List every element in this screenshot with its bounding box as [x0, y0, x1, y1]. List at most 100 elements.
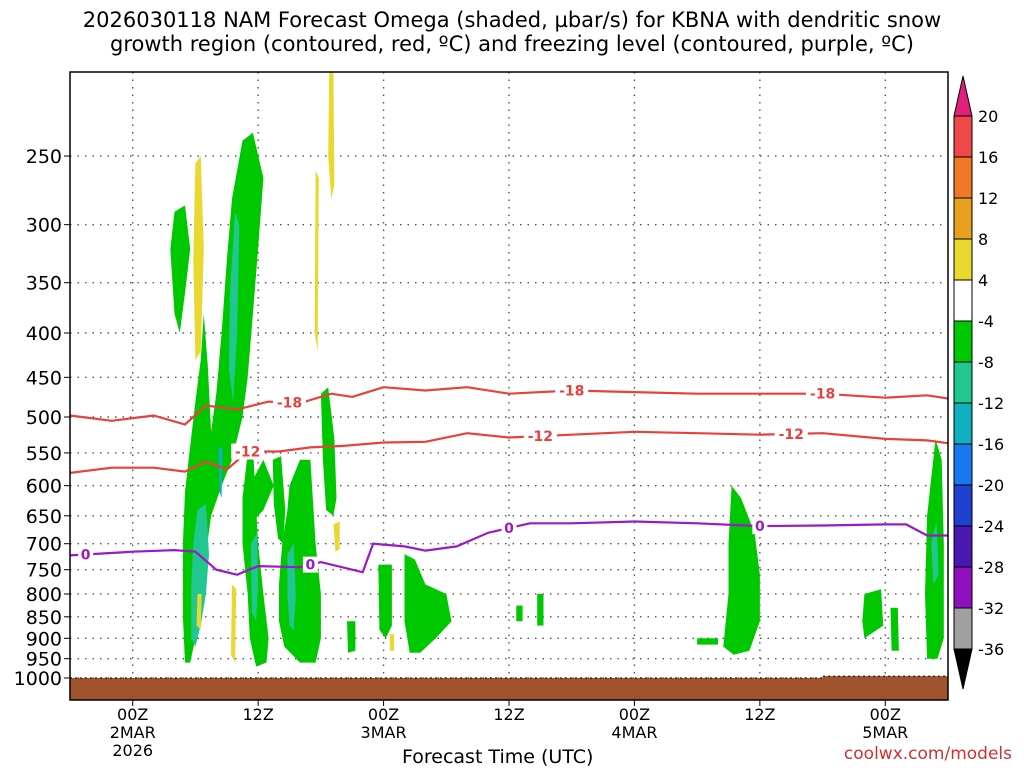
x-tick-label: 12Z: [744, 705, 775, 724]
omega-region: [347, 621, 356, 653]
omega-region: [287, 543, 296, 630]
y-tick-label: 950: [26, 649, 62, 671]
colorbar-label: -4: [978, 312, 994, 331]
y-tick-label: 650: [26, 506, 62, 528]
contour-label-bg: [302, 556, 318, 573]
omega-region: [404, 554, 452, 653]
omega-region: [193, 156, 204, 361]
contour-label: 0: [504, 521, 514, 537]
site-credit: coolwx.com/models: [843, 744, 1012, 764]
colorbar-swatch: [953, 566, 973, 609]
colorbar-swatch: [953, 279, 973, 322]
contour-label: -12: [779, 427, 804, 443]
contour-label-bg: [523, 428, 557, 445]
x-tick-label: 00Z: [870, 705, 901, 724]
contour-label-bg: [78, 546, 94, 563]
omega-region: [697, 638, 718, 645]
omega-region: [890, 607, 899, 651]
colorbar-swatch: [953, 238, 973, 281]
chart-title-line-1: 2026030118 NAM Forecast Omega (shaded, µ…: [82, 8, 942, 32]
y-tick-label: 450: [26, 367, 62, 389]
colorbar-label: -32: [978, 599, 1004, 618]
colorbar-label: -8: [978, 353, 994, 372]
y-tick-label: 350: [26, 273, 62, 295]
y-tick-label: 900: [26, 628, 62, 650]
contour-label: -12: [528, 429, 553, 445]
omega-region: [862, 589, 884, 639]
colorbar-top-arrow: [953, 75, 973, 117]
omega-region: [170, 205, 191, 333]
y-tick-label: 300: [26, 215, 62, 237]
contour-label-bg: [806, 385, 840, 402]
omega-region: [378, 564, 392, 639]
omega-region: [320, 387, 337, 516]
y-tick-label: 400: [26, 323, 62, 345]
contour-label: -18: [277, 396, 302, 412]
colorbar-label: -20: [978, 476, 1004, 495]
x-tick-label: 00Z: [619, 705, 650, 724]
contour-label: 0: [81, 547, 91, 563]
ground-below-surface: [70, 676, 948, 700]
x-tick-label: 2MAR: [110, 723, 156, 742]
x-tick-label: 00Z: [117, 705, 148, 724]
omega-region: [231, 584, 237, 663]
colorbar-label: -28: [978, 558, 1004, 577]
contour-line: [70, 386, 948, 426]
contour-label: -18: [810, 387, 835, 403]
colorbar-swatch: [953, 361, 973, 404]
colorbar-bottom-arrow: [953, 648, 973, 690]
omega-region: [328, 72, 335, 199]
y-tick-label: 600: [26, 476, 62, 498]
colorbar-swatch: [953, 156, 973, 199]
omega-region: [516, 605, 523, 622]
contour-label-bg: [501, 520, 517, 537]
x-tick-label: 00Z: [368, 705, 399, 724]
contour-line: [70, 520, 948, 576]
contour-label: 0: [755, 519, 765, 535]
colorbar-swatch: [953, 484, 973, 527]
x-tick-label: 12Z: [493, 705, 524, 724]
y-tick-label: 700: [26, 534, 62, 556]
omega-region: [191, 504, 209, 647]
colorbar-label: 20: [978, 107, 998, 126]
colorbar-label: 8: [978, 230, 988, 249]
colorbar-swatch: [953, 402, 973, 445]
x-tick-label: 12Z: [242, 705, 273, 724]
omega-region: [250, 532, 259, 622]
omega-region: [333, 521, 340, 552]
colorbar-swatch: [953, 320, 973, 363]
colorbar-label: -36: [978, 640, 1004, 659]
omega-region: [314, 170, 319, 352]
omega-region: [196, 594, 202, 630]
omega-region: [931, 521, 939, 585]
contour-label: -12: [235, 445, 260, 461]
x-axis-label: Forecast Time (UTC): [402, 746, 594, 768]
contour-label: 0: [306, 558, 316, 574]
y-tick-label: 500: [26, 407, 62, 429]
omega-region: [228, 211, 240, 402]
contour-label-bg: [231, 443, 265, 460]
contour-label-bg: [774, 425, 808, 442]
colorbar-swatch: [953, 115, 973, 158]
colorbar-label: 4: [978, 271, 988, 290]
colorbar-label: 12: [978, 189, 998, 208]
omega-region: [389, 634, 394, 651]
chart-title-line-2: growth region (contoured, red, ºC) and f…: [110, 32, 914, 56]
y-tick-label: 550: [26, 443, 62, 465]
colorbar-swatch: [953, 197, 973, 240]
omega-region: [723, 485, 760, 655]
x-tick-label: 2026: [112, 741, 153, 760]
colorbar-swatch: [953, 607, 973, 650]
colorbar-swatch: [953, 443, 973, 486]
x-tick-label: 3MAR: [361, 723, 407, 742]
omega-region: [218, 446, 223, 498]
surface-line: [70, 675, 948, 679]
y-tick-label: 750: [26, 560, 62, 582]
contour-label: -18: [559, 383, 584, 399]
y-tick-label: 800: [26, 584, 62, 606]
omega-region: [272, 456, 286, 544]
x-tick-label: 4MAR: [611, 723, 657, 742]
colorbar-label: 16: [978, 148, 998, 167]
contour-label-bg: [555, 382, 589, 399]
